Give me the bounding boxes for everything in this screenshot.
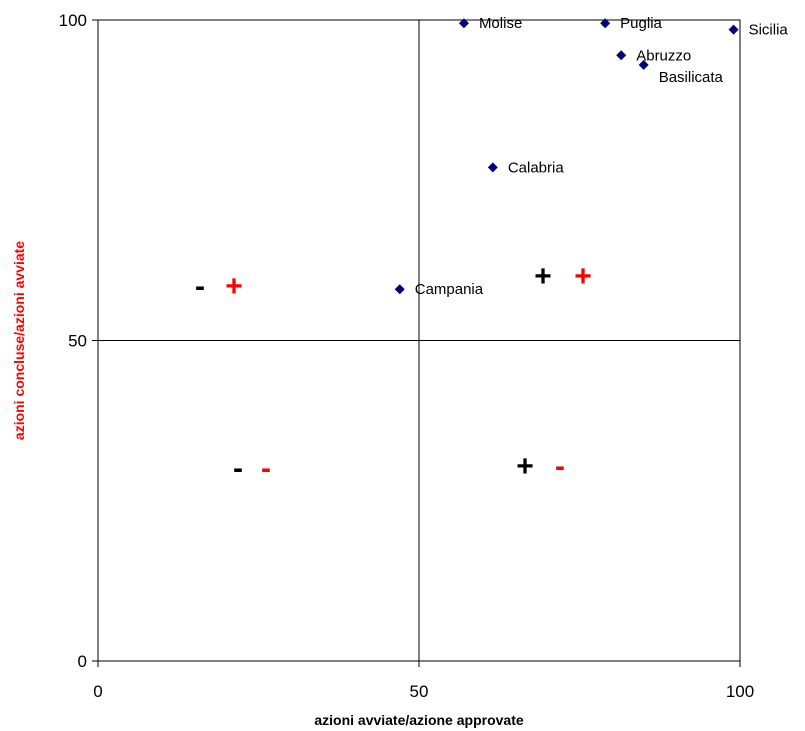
quadrant-sign-first: - — [195, 270, 205, 303]
data-point — [600, 18, 611, 29]
x-tick-label: 0 — [93, 682, 102, 701]
x-axis-title: azioni avviate/azione approvate — [314, 712, 524, 728]
quadrant-sign-first: + — [534, 260, 552, 293]
data-point-label: Calabria — [508, 159, 565, 176]
data-point-label: Basilicata — [659, 69, 724, 86]
quadrant-sign-second: + — [225, 270, 243, 303]
data-point — [728, 24, 739, 35]
x-tick-label: 100 — [726, 682, 754, 701]
data-point-label: Sicilia — [749, 22, 789, 39]
quadrant-sign-second: - — [261, 452, 271, 485]
y-tick-label: 0 — [78, 652, 87, 671]
data-point — [394, 284, 405, 295]
data-point — [638, 59, 649, 70]
quadrant-sign-first: - — [233, 452, 243, 485]
data-point — [458, 18, 469, 29]
quadrant-sign-first: + — [516, 450, 534, 483]
x-tick-label: 50 — [410, 682, 429, 701]
data-point-label: Molise — [479, 15, 522, 32]
quadrant-sign-second: + — [574, 260, 592, 293]
y-tick-label: 100 — [59, 11, 87, 30]
y-tick-label: 50 — [68, 332, 87, 351]
data-point-label: Puglia — [620, 15, 662, 32]
data-point-label: Abruzzo — [636, 47, 691, 64]
quadrant-sign-second: - — [555, 450, 565, 483]
data-point — [487, 162, 498, 173]
y-axis-title: azioni concluse/azioni avviate — [11, 241, 27, 440]
data-point — [616, 50, 627, 61]
data-point-label: Campania — [415, 281, 484, 298]
